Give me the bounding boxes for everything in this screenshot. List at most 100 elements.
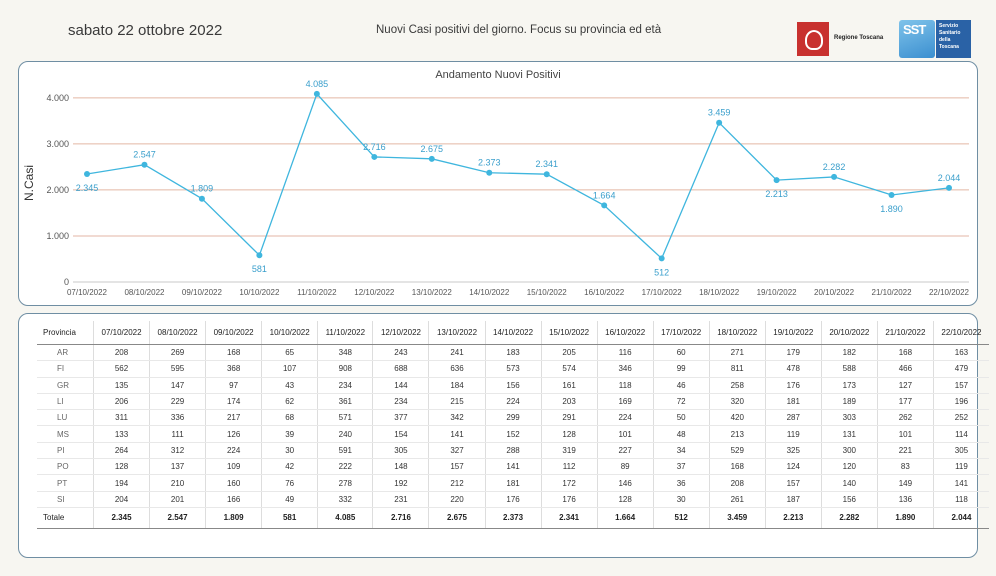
cases-cell: 222: [317, 458, 373, 476]
data-label: 1.664: [593, 190, 616, 200]
total-cell: 512: [652, 506, 710, 529]
table-row: PT 194 210 160 76 278 192 212 181 172 146 36 208 157 1…: [37, 474, 989, 492]
cases-cell: 76: [261, 474, 318, 492]
cases-cell: 327: [428, 442, 486, 460]
x-tick-label: 21/10/2022: [872, 288, 913, 297]
cases-cell: 591: [317, 442, 373, 460]
cases-cell: 420: [708, 409, 766, 427]
cases-cell: 109: [205, 458, 262, 476]
cases-cell: 346: [596, 360, 654, 378]
data-point: [716, 119, 723, 126]
data-label: 2.282: [823, 162, 846, 172]
cases-cell: 119: [932, 458, 989, 476]
cases-cell: 99: [652, 360, 710, 378]
y-tick-label: 4.000: [46, 93, 69, 103]
x-tick-label: 19/10/2022: [757, 288, 798, 297]
cases-cell: 124: [764, 458, 822, 476]
cases-cell: 119: [764, 425, 822, 443]
cases-cell: 278: [317, 474, 373, 492]
cases-cell: 208: [708, 474, 766, 492]
cases-cell: 224: [205, 442, 262, 460]
table-row: AR 208 269 168 65 348 243 241 183 205 116 60 271 179 1…: [37, 344, 989, 362]
cases-cell: 154: [372, 425, 429, 443]
total-cell: 3.459: [708, 506, 766, 529]
cases-cell: 215: [428, 393, 486, 411]
column-header-date: 10/10/2022: [261, 321, 318, 345]
cases-cell: 252: [932, 409, 989, 427]
cases-cell: 160: [205, 474, 262, 492]
cases-cell: 161: [540, 377, 598, 394]
cases-cell: 311: [92, 409, 150, 427]
cases-cell: 176: [540, 491, 598, 508]
cases-cell: 101: [876, 425, 934, 443]
x-tick-label: 10/10/2022: [239, 288, 280, 297]
cases-cell: 118: [932, 491, 989, 508]
cases-cell: 168: [876, 344, 934, 362]
cases-cell: 262: [876, 409, 934, 427]
cases-cell: 146: [596, 474, 654, 492]
table-row: FI 562 595 368 107 908 688 636 573 574 346 99 811 478…: [37, 360, 989, 378]
cases-cell: 177: [876, 393, 934, 411]
cases-cell: 137: [149, 458, 206, 476]
province-cell: LU: [37, 409, 94, 427]
cases-cell: 194: [92, 474, 150, 492]
data-label: 2.716: [363, 142, 386, 152]
cases-cell: 212: [428, 474, 486, 492]
cases-cell: 189: [820, 393, 878, 411]
cases-cell: 478: [764, 360, 822, 378]
cases-cell: 156: [484, 377, 542, 394]
cases-cell: 111: [149, 425, 206, 443]
cases-cell: 221: [876, 442, 934, 460]
total-label-cell: Totale: [37, 506, 94, 529]
cases-cell: 234: [372, 393, 429, 411]
cases-cell: 287: [764, 409, 822, 427]
data-point: [313, 90, 320, 97]
cases-cell: 128: [596, 491, 654, 508]
cases-cell: 288: [484, 442, 542, 460]
cases-cell: 303: [820, 409, 878, 427]
cases-cell: 173: [820, 377, 878, 394]
cases-cell: 166: [205, 491, 262, 508]
cases-cell: 136: [876, 491, 934, 508]
cases-cell: 49: [261, 491, 318, 508]
cases-cell: 50: [652, 409, 710, 427]
column-header-date: 07/10/2022: [92, 321, 150, 345]
province-cell: FI: [37, 360, 94, 378]
province-cell: PI: [37, 442, 94, 460]
table-header-row: Provincia 07/10/2022 08/10/2022 09/10/2022 1…: [37, 321, 989, 345]
cases-cell: 688: [372, 360, 429, 378]
pegasus-flag-icon: [797, 22, 829, 56]
cases-cell: 305: [372, 442, 429, 460]
data-label: 1.890: [880, 204, 903, 214]
y-tick-label: 1.000: [46, 231, 69, 241]
report-date: sabato 22 ottobre 2022: [68, 22, 223, 39]
cases-cell: 141: [428, 425, 486, 443]
cases-cell: 141: [484, 458, 542, 476]
cases-cell: 184: [428, 377, 486, 394]
cases-cell: 46: [652, 377, 710, 394]
data-point: [371, 153, 378, 160]
y-tick-label: 0: [64, 277, 69, 287]
data-point: [141, 161, 148, 168]
cases-cell: 206: [92, 393, 150, 411]
cases-cell: 332: [317, 491, 373, 508]
cases-cell: 42: [261, 458, 318, 476]
table-row: LU 311 336 217 68 571 377 342 299 291 224 50 420 287 3…: [37, 409, 989, 427]
cases-cell: 203: [540, 393, 598, 411]
cases-cell: 128: [92, 458, 150, 476]
column-header-date: 21/10/2022: [876, 321, 934, 345]
cases-cell: 368: [205, 360, 262, 378]
x-tick-label: 12/10/2022: [354, 288, 395, 297]
cases-cell: 156: [820, 491, 878, 508]
cases-cell: 157: [764, 474, 822, 492]
cases-cell: 636: [428, 360, 486, 378]
cases-cell: 234: [317, 377, 373, 394]
cases-cell: 89: [596, 458, 654, 476]
table-row: PO 128 137 109 42 222 148 157 141 112 89 37 168 124 12…: [37, 458, 989, 476]
table-row: GR 135 147 97 43 234 144 184 156 161 118 46 258 176 17…: [37, 377, 989, 394]
cases-cell: 116: [596, 344, 654, 362]
cases-cell: 196: [932, 393, 989, 411]
cases-cell: 224: [596, 409, 654, 427]
column-header-date: 16/10/2022: [596, 321, 654, 345]
x-tick-label: 18/10/2022: [699, 288, 740, 297]
